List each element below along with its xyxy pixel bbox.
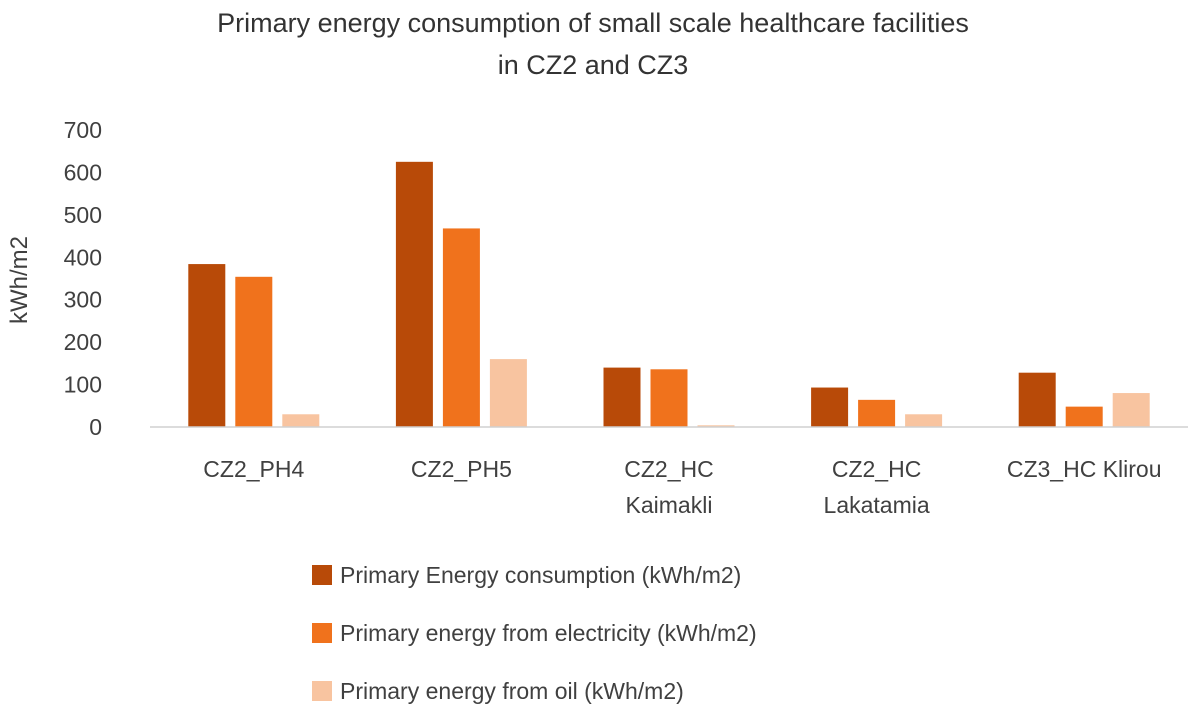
legend-label-series-3: Primary energy from oil (kWh/m2) bbox=[340, 678, 684, 704]
bar-series-3-cat-4 bbox=[905, 414, 943, 427]
x-category-label: Kaimakli bbox=[626, 492, 713, 518]
y-tick-label: 300 bbox=[64, 287, 102, 313]
y-axis-ticks: 0 100 200 300 400 500 600 700 bbox=[64, 117, 102, 440]
bar-series-2-cat-2 bbox=[442, 228, 480, 427]
y-tick-label: 500 bbox=[64, 202, 102, 228]
bar-series-1-cat-3 bbox=[603, 367, 641, 427]
bar-series-2-cat-5 bbox=[1065, 406, 1103, 427]
y-tick-label: 600 bbox=[64, 159, 102, 185]
y-tick-label: 200 bbox=[64, 329, 102, 355]
legend: Primary Energy consumption (kWh/m2) Prima… bbox=[312, 562, 757, 704]
y-axis-label: kWh/m2 bbox=[6, 236, 33, 324]
bar-series-group bbox=[188, 161, 1150, 428]
x-axis-categories: CZ2_PH4 CZ2_PH5 CZ2_HC Kaimakli CZ2_HC Lakata… bbox=[203, 456, 1161, 518]
x-category-label: CZ2_PH5 bbox=[411, 456, 512, 482]
y-tick-label: 0 bbox=[89, 414, 102, 440]
x-category-label: CZ3_HC Klirou bbox=[1007, 456, 1162, 482]
x-category-label: CZ2_HC bbox=[832, 456, 921, 482]
bar-series-3-cat-3 bbox=[697, 425, 735, 427]
chart-title-line-1: Primary energy consumption of small scal… bbox=[217, 8, 969, 38]
bar-series-1-cat-1 bbox=[188, 264, 226, 427]
legend-swatch-series-2 bbox=[312, 623, 332, 643]
legend-swatch-series-1 bbox=[312, 565, 332, 585]
x-category-label: CZ2_PH4 bbox=[203, 456, 304, 482]
bar-series-3-cat-2 bbox=[489, 359, 527, 427]
y-tick-label: 400 bbox=[64, 244, 102, 270]
legend-label-series-2: Primary energy from electricity (kWh/m2) bbox=[340, 620, 757, 646]
bar-series-2-cat-4 bbox=[858, 399, 896, 427]
bar-series-2-cat-3 bbox=[650, 369, 688, 427]
y-tick-label: 700 bbox=[64, 117, 102, 143]
x-category-label: Lakatamia bbox=[824, 492, 930, 518]
legend-swatch-series-3 bbox=[312, 681, 332, 701]
bar-series-3-cat-1 bbox=[282, 414, 320, 427]
chart-title-line-2: in CZ2 and CZ3 bbox=[498, 50, 689, 80]
legend-label-series-1: Primary Energy consumption (kWh/m2) bbox=[340, 562, 741, 588]
bar-series-3-cat-5 bbox=[1112, 393, 1150, 427]
x-category-label: CZ2_HC bbox=[624, 456, 713, 482]
bar-series-2-cat-1 bbox=[235, 276, 273, 427]
y-tick-label: 100 bbox=[64, 372, 102, 398]
bar-series-1-cat-5 bbox=[1018, 372, 1056, 427]
bar-series-1-cat-2 bbox=[395, 161, 433, 428]
bar-series-1-cat-4 bbox=[811, 387, 849, 427]
